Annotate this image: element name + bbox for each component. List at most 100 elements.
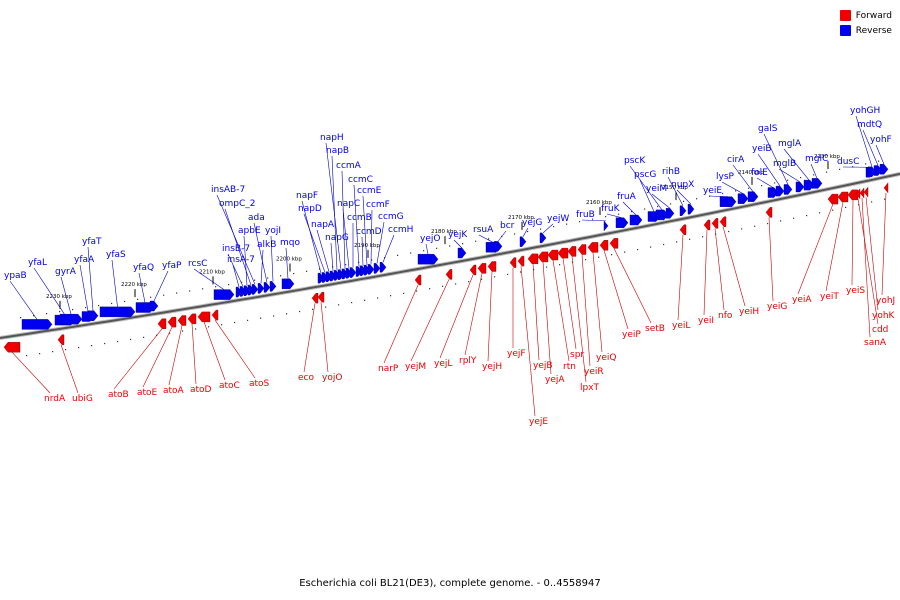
mglB-label: mglB: [773, 159, 796, 169]
track-dot: [663, 243, 665, 246]
yeiL-label: yeiL: [672, 321, 690, 331]
rplY-gene-arrow: [477, 263, 487, 274]
napB-label: napB: [326, 146, 349, 156]
nupX-leader: [676, 189, 692, 205]
fruK-label: fruK: [601, 204, 621, 214]
yeiH-leader: [722, 226, 746, 307]
yejL-gene-arrow: [469, 264, 477, 276]
atoB-leader: [113, 328, 163, 390]
rsuA-leader: [478, 234, 494, 243]
yfaT-gene-arrow: [87, 310, 99, 321]
pscG-leader: [639, 179, 655, 212]
yeiA-leader: [797, 203, 834, 295]
fruA-leader: [622, 201, 637, 216]
track-dot: [657, 205, 659, 208]
track-dot: [72, 309, 74, 311]
insB-7-leader: [227, 253, 244, 287]
yejF-gene-arrow: [509, 257, 517, 268]
track-dot: [748, 187, 750, 189]
mglB-leader: [778, 168, 801, 183]
track-dot: [150, 296, 152, 298]
kbp-tick-label: 2210 kbp: [199, 269, 225, 275]
track-dot: [59, 311, 61, 313]
track-dot: [676, 241, 678, 243]
atoC-gene-arrow: [197, 311, 211, 323]
atoB-gene-arrow: [157, 318, 167, 329]
kbp-tick-label: 2190 kbp: [354, 243, 380, 249]
lpxT-gene-arrow: [567, 246, 577, 257]
insAB-7-gene-arrow: [251, 284, 259, 295]
yejO-leader: [425, 243, 429, 255]
sanA-leader: [861, 197, 871, 338]
yohGH-leader: [855, 115, 873, 167]
napA-leader: [316, 229, 330, 272]
yeiM-gene-arrow: [665, 208, 675, 219]
rcsC-label: rcsC: [188, 259, 207, 269]
track-dot: [176, 292, 178, 294]
alkB-gene-arrow: [257, 283, 265, 294]
kbp-tick-label: 2130 kbp: [814, 154, 840, 160]
track-dot: [117, 340, 119, 343]
track-dot: [527, 230, 529, 233]
track-dot: [137, 298, 139, 300]
pscG-label: pscG: [634, 170, 656, 180]
track-dot: [397, 254, 399, 256]
track-dot: [221, 324, 223, 326]
yeiL-leader: [677, 234, 684, 321]
yejO-label: yejO: [420, 234, 440, 244]
legend: Forward Reverse: [839, 8, 892, 38]
legend-forward-label: Forward: [855, 10, 892, 21]
track-dot: [455, 283, 457, 285]
legend-reverse: Reverse: [839, 23, 892, 38]
yejG-gene-arrow: [519, 236, 527, 247]
pscK-label: pscK: [624, 156, 646, 166]
track-dot: [416, 290, 418, 292]
track-dot: [767, 223, 769, 225]
kbp-tick-label: 2230 kbp: [46, 294, 72, 300]
yeiQ-label: yeiQ: [596, 353, 616, 363]
ccmA-label: ccmA: [336, 161, 362, 171]
spr-gene-arrow: [557, 247, 569, 259]
yeiE-leader: [708, 195, 729, 198]
track-dot: [741, 228, 743, 230]
atoD-leader: [191, 323, 197, 385]
track-dot: [468, 281, 470, 283]
track-dot: [696, 198, 698, 200]
dusC-label: dusC: [837, 157, 859, 167]
yeiP-label: yeiP: [622, 330, 641, 340]
atoE-gene-arrow: [167, 316, 177, 328]
track-dot: [39, 353, 41, 355]
cirA-gene-arrow: [747, 191, 759, 202]
yejK-leader: [453, 239, 463, 249]
kbp-tick-label: 2150 kbp: [662, 185, 688, 191]
gyrA-leader: [60, 276, 72, 315]
track-dot: [345, 263, 347, 266]
ccmD-leader: [361, 236, 364, 266]
yejA-leader: [542, 261, 552, 375]
yfaP-label: yfaP: [162, 261, 182, 271]
track-dot: [806, 214, 808, 217]
ccmH-gene-arrow: [379, 262, 387, 273]
lysP-label: lysP: [716, 172, 735, 182]
yejW-gene-arrow: [539, 232, 547, 244]
yeiI-gene-arrow: [703, 219, 711, 231]
yohGH-label: yohGH: [850, 106, 880, 116]
track-dot: [98, 304, 100, 307]
ubiG-leader: [60, 344, 79, 394]
insAB-7-leader: [216, 194, 256, 285]
napH-leader: [325, 142, 342, 270]
ypaB-label: ypaB: [4, 271, 27, 281]
track-dot: [722, 192, 724, 195]
track-dot: [436, 247, 438, 249]
sanA-label: sanA: [864, 338, 887, 348]
spr-label: spr: [570, 350, 584, 360]
yejW-leader: [542, 223, 554, 234]
ccmE-label: ccmE: [357, 186, 382, 196]
atoD-gene-arrow: [187, 313, 197, 325]
yfaQ-leader: [138, 272, 146, 303]
yeiS-gene-arrow: [847, 189, 859, 201]
yeiM-leader: [651, 193, 671, 209]
ccmF-label: ccmF: [366, 200, 390, 210]
yejB-leader: [532, 263, 540, 361]
yojO-gene-arrow: [317, 291, 325, 303]
